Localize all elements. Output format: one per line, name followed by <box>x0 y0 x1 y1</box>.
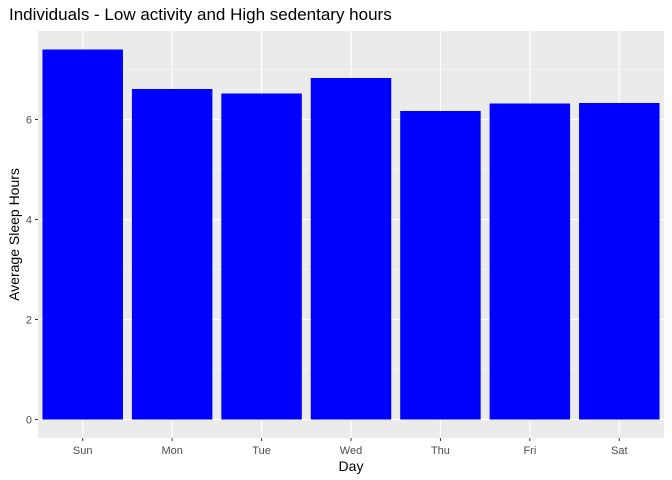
bar-mon <box>131 89 213 420</box>
y-tick-label: 2 <box>26 315 32 327</box>
x-tick-label-tue: Tue <box>252 445 271 457</box>
bar-wed <box>310 78 392 420</box>
bar-thu <box>400 111 481 420</box>
y-tick-label: 0 <box>26 415 32 427</box>
bar-tue <box>221 93 302 420</box>
y-axis-title: Average Sleep Hours <box>6 168 22 301</box>
x-tick-label-sun: Sun <box>73 445 93 457</box>
x-tick-label-fri: Fri <box>523 445 536 457</box>
x-tick-label-wed: Wed <box>340 445 362 457</box>
chart-title: Individuals - Low activity and High sede… <box>9 5 392 24</box>
bars <box>42 49 660 420</box>
x-axis-title: Day <box>339 458 364 474</box>
x-axis: Sun Mon Tue Wed Thu Fri Sat <box>73 438 628 457</box>
x-tick-label-sat: Sat <box>611 445 628 457</box>
x-tick-label-mon: Mon <box>161 445 182 457</box>
x-tick-label-thu: Thu <box>431 445 450 457</box>
bar-sun <box>42 49 123 420</box>
y-tick-label: 4 <box>26 215 32 227</box>
y-tick-label: 6 <box>26 115 32 127</box>
bar-fri <box>489 103 571 420</box>
bar-sat <box>579 103 660 420</box>
y-axis: 0 2 4 6 <box>26 115 38 427</box>
